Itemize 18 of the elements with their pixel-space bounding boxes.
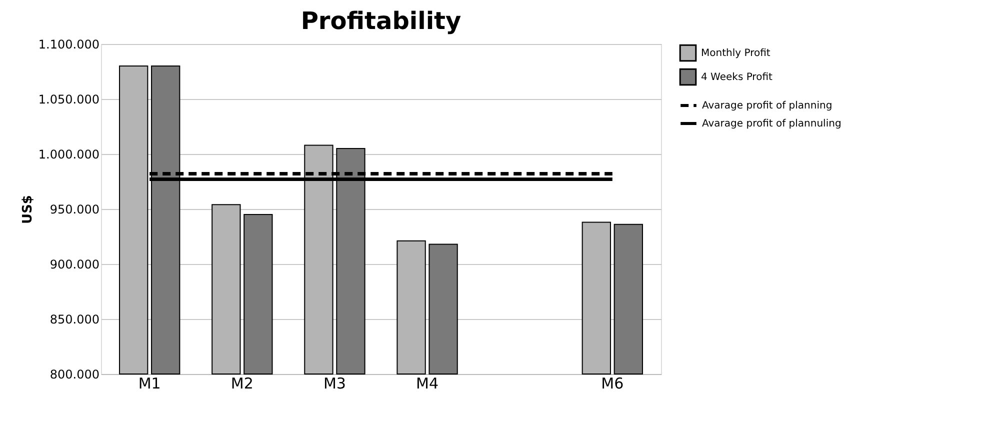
x-tick-label: M2 [230,374,254,392]
x-tick-label: M6 [601,374,624,392]
y-tick-label: 1.100.000 [38,38,100,52]
x-tick-label: M3 [323,374,346,392]
x-tick-label: M4 [416,374,439,392]
legend-label: Avarage profit of plannuling [702,118,842,130]
legend-label: Avarage profit of planning [702,100,832,112]
legend-label: 4 Weeks Profit [701,72,772,83]
y-tick-label: 950.000 [50,202,100,216]
y-tick-label: 800.000 [50,368,100,382]
y-tick-label: 900.000 [50,258,100,272]
y-axis-title: US$ [20,195,36,224]
y-tick-label: 1.050.000 [38,92,100,106]
y-tick-label: 850.000 [50,312,100,326]
x-tick-label: M1 [138,374,161,392]
y-tick-label: 1.000.000 [38,148,100,162]
chart-title: Profitability [300,7,462,35]
legend-label: Monthly Profit [701,48,770,59]
